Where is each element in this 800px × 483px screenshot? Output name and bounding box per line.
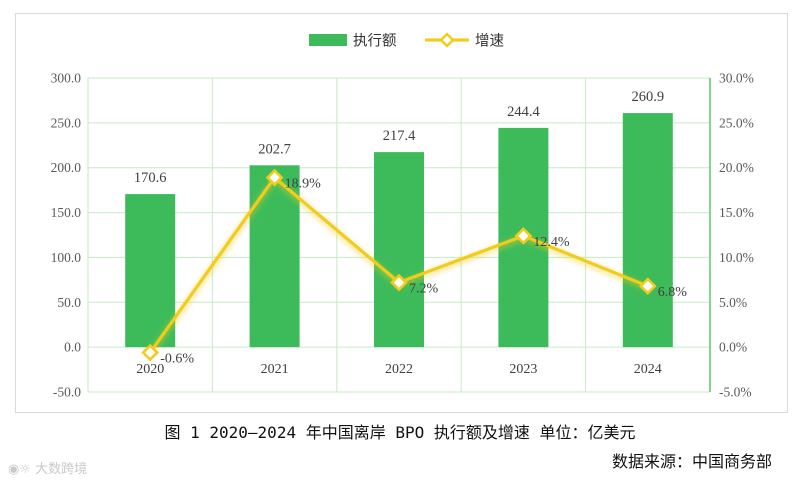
growth-marker-2021: [265, 168, 284, 187]
figure-caption: 图 1 2020—2024 年中国离岸 BPO 执行额及增速 单位：亿美元: [164, 423, 636, 442]
y-right-tick-label: 5.0%: [719, 295, 747, 310]
y-left-tick-label: 250.0: [51, 115, 82, 130]
category-label: 2020: [136, 362, 164, 377]
bar-value-label: 170.6: [134, 170, 167, 186]
y-left-tick-label: 0.0: [64, 340, 81, 355]
legend-line-label: 增速: [475, 33, 504, 50]
y-right-tick-label: 20.0%: [719, 160, 754, 175]
data-source-note: 数据来源：中国商务部: [611, 452, 772, 471]
y-left-tick-label: 50.0: [57, 295, 81, 310]
growth-marker-2024: [638, 277, 657, 295]
y-right-tick-label: 10.0%: [719, 250, 754, 265]
y-right-tick-label: -5.0%: [719, 385, 752, 400]
bar-value-label: 244.4: [507, 104, 540, 120]
watermark-text: 大数跨境: [35, 462, 88, 477]
growth-marker-2023: [514, 227, 533, 245]
watermark: ◉☼ 大数跨境: [8, 458, 87, 477]
y-right-tick-label: 0.0%: [719, 340, 747, 355]
legend: 执行额 增速: [309, 32, 504, 50]
y-left-tick-label: -50.0: [53, 385, 81, 400]
growth-marker-2020: [141, 343, 160, 362]
y-right-tick-label: 25.0%: [719, 115, 754, 130]
category-label: 2023: [509, 362, 537, 377]
bar-series: [125, 113, 673, 348]
bar-value-label: 260.9: [631, 89, 664, 105]
growth-value-label: 18.9%: [285, 177, 322, 192]
y-right-tick-label: 30.0%: [719, 71, 754, 86]
category-label: 2024: [634, 362, 662, 377]
growth-value-label: 7.2%: [409, 282, 439, 297]
y-left-tick-label: 150.0: [51, 205, 82, 220]
legend-line-marker: [439, 32, 455, 48]
legend-bar-swatch: [309, 34, 347, 46]
combo-chart: -50.0 0.0 50.0 100.0 150.0 200.0 250.0 300.0 -5.…: [51, 32, 754, 400]
growth-marker-2022: [390, 273, 408, 292]
watermark-logo-icon: ◉☼: [8, 462, 31, 477]
growth-value-label: 12.4%: [533, 235, 570, 250]
y-right-tick-label: 15.0%: [719, 205, 754, 220]
bar-value-label: 202.7: [258, 141, 291, 157]
growth-value-label: 6.8%: [658, 285, 688, 300]
line-series: [141, 168, 657, 362]
y-left-tick-label: 200.0: [51, 160, 82, 175]
bar-2024: [622, 113, 673, 348]
data-labels: 170.6 202.7 217.4 244.4 260.9 2020 2021 2022 202…: [134, 89, 687, 377]
chart-frame: -50.0 0.0 50.0 100.0 150.0 200.0 250.0 300.0 -5.…: [15, 13, 788, 413]
category-label: 2021: [261, 362, 289, 377]
bar-value-label: 217.4: [383, 128, 416, 144]
bar-2022: [374, 152, 424, 348]
axes: -50.0 0.0 50.0 100.0 150.0 200.0 250.0 300.0 -5.…: [51, 71, 754, 400]
y-left-tick-label: 300.0: [51, 71, 82, 86]
legend-bar-label: 执行额: [353, 33, 397, 50]
bar-2020: [125, 194, 176, 348]
category-label: 2022: [385, 362, 413, 377]
growth-value-label: -0.6%: [160, 352, 194, 367]
y-left-tick-label: 100.0: [51, 250, 82, 265]
